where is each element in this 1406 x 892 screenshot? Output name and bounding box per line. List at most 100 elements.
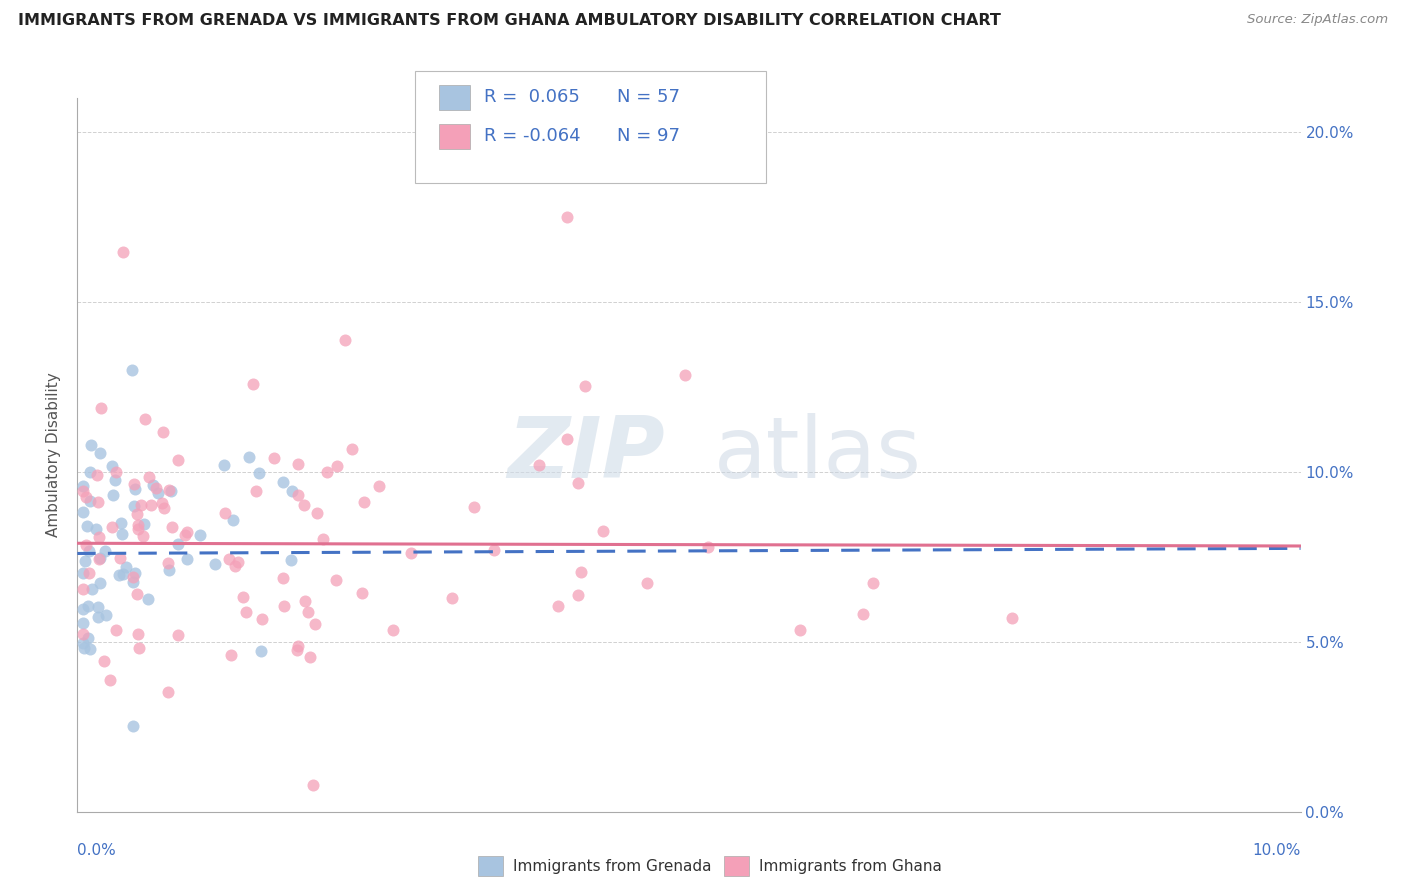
Text: Source: ZipAtlas.com: Source: ZipAtlas.com — [1247, 13, 1388, 27]
Point — [852, 607, 875, 622]
Text: 10.0%: 10.0% — [1253, 843, 1301, 858]
Point — [114, 559, 136, 574]
Point — [72, 616, 94, 631]
Point — [242, 376, 264, 391]
Point — [292, 498, 315, 512]
Point — [76, 599, 98, 614]
Point — [127, 627, 149, 641]
Point — [84, 522, 107, 536]
Point — [157, 556, 180, 570]
Point — [89, 446, 111, 460]
Point — [218, 551, 240, 566]
Point — [153, 500, 176, 515]
Point — [167, 627, 190, 641]
Point — [325, 573, 347, 587]
Point — [176, 551, 198, 566]
Point — [333, 333, 356, 347]
Point — [287, 488, 309, 502]
Point — [75, 538, 97, 552]
Point — [142, 478, 165, 492]
Point — [145, 481, 167, 495]
Point — [214, 506, 236, 520]
Point — [224, 558, 246, 573]
Point — [569, 565, 592, 579]
Text: N = 57: N = 57 — [617, 88, 681, 106]
Point — [108, 568, 131, 582]
Point — [1001, 611, 1024, 625]
Point — [297, 605, 319, 619]
Point — [167, 536, 190, 550]
Point — [273, 475, 295, 489]
Point — [298, 649, 321, 664]
Point — [250, 644, 273, 658]
Point — [122, 476, 145, 491]
Point — [160, 520, 183, 534]
Point — [312, 532, 335, 546]
Point — [352, 586, 374, 600]
Point — [125, 586, 148, 600]
Point — [399, 546, 422, 560]
Point — [94, 607, 117, 622]
Text: Immigrants from Grenada: Immigrants from Grenada — [513, 859, 711, 873]
Point — [228, 555, 250, 569]
Point — [287, 639, 309, 653]
Point — [152, 425, 174, 440]
Point — [167, 453, 190, 467]
Point — [152, 495, 174, 509]
Point — [93, 654, 115, 668]
Point — [294, 593, 316, 607]
Point — [219, 648, 242, 662]
Point — [80, 582, 103, 596]
Point — [636, 575, 658, 590]
Point — [222, 513, 245, 527]
Point — [111, 566, 134, 581]
Point — [87, 600, 110, 615]
Point — [72, 506, 94, 520]
Point — [482, 542, 505, 557]
Point — [76, 519, 98, 533]
Point — [72, 627, 94, 641]
Point — [72, 484, 94, 499]
Point — [157, 563, 180, 577]
Point — [101, 458, 124, 473]
Point — [368, 479, 391, 493]
Point — [87, 610, 110, 624]
Point — [77, 543, 100, 558]
Point — [238, 450, 260, 464]
Point — [235, 605, 257, 619]
Text: R = -0.064: R = -0.064 — [484, 128, 581, 145]
Point — [124, 566, 146, 580]
Point — [98, 673, 121, 687]
Point — [110, 516, 132, 530]
Text: Immigrants from Ghana: Immigrants from Ghana — [759, 859, 942, 873]
Point — [245, 484, 267, 499]
Point — [204, 557, 226, 571]
Point — [141, 499, 163, 513]
Point — [557, 432, 579, 446]
Point — [382, 623, 405, 637]
Point — [128, 640, 150, 655]
Text: ZIP: ZIP — [506, 413, 665, 497]
Text: atlas: atlas — [713, 413, 921, 497]
Point — [574, 379, 596, 393]
Point — [89, 575, 111, 590]
Point — [72, 602, 94, 616]
Point — [72, 479, 94, 493]
Point — [315, 465, 337, 479]
Point — [555, 210, 578, 224]
Point — [129, 498, 152, 512]
Point — [101, 488, 124, 502]
Point — [592, 524, 614, 538]
Point — [124, 482, 146, 496]
Point — [122, 719, 145, 733]
Point — [75, 554, 97, 568]
Point — [89, 551, 111, 566]
Point — [271, 571, 294, 585]
Point — [529, 458, 551, 472]
Point — [157, 685, 180, 699]
Point — [79, 642, 101, 657]
Point — [127, 522, 149, 536]
Text: IMMIGRANTS FROM GRENADA VS IMMIGRANTS FROM GHANA AMBULATORY DISABILITY CORRELATI: IMMIGRANTS FROM GRENADA VS IMMIGRANTS FR… — [18, 13, 1001, 29]
Point — [176, 524, 198, 539]
Point — [111, 527, 134, 541]
